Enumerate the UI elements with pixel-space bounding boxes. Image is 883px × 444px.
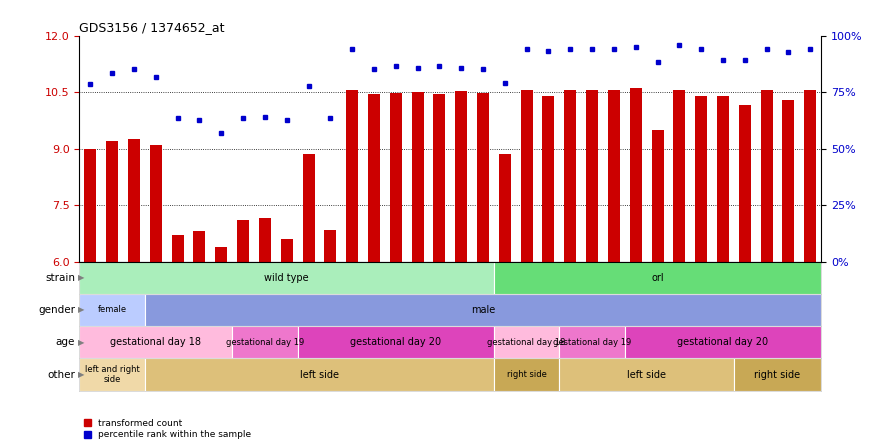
Bar (389, 93, 402, 262)
Text: right side: right side (754, 369, 801, 380)
Text: gestational day 19: gestational day 19 (226, 338, 304, 347)
Bar (456, 91, 467, 262)
Bar (734, 358, 821, 391)
Bar (494, 262, 821, 294)
Legend: transformed count, percentile rank within the sample: transformed count, percentile rank withi… (84, 419, 252, 440)
Bar (237, 220, 249, 262)
Text: gestational day 18: gestational day 18 (487, 338, 566, 347)
Bar (106, 141, 118, 262)
Text: GDS3156 / 1374652_at: GDS3156 / 1374652_at (79, 21, 225, 34)
Bar (560, 358, 734, 391)
Bar (652, 130, 664, 262)
Bar (303, 154, 314, 262)
Bar (782, 99, 795, 262)
Bar (171, 235, 184, 262)
Bar (630, 88, 642, 262)
Bar (494, 326, 560, 358)
Text: wild type: wild type (264, 273, 309, 283)
Bar (521, 90, 532, 262)
Bar (499, 154, 511, 262)
Text: gestational day 19: gestational day 19 (553, 338, 631, 347)
Text: ▶: ▶ (78, 338, 84, 347)
Bar (625, 326, 821, 358)
Text: gestational day 18: gestational day 18 (110, 337, 201, 347)
Bar (79, 262, 494, 294)
Text: ▶: ▶ (78, 370, 84, 379)
Bar (739, 105, 751, 262)
Bar (145, 358, 494, 391)
Bar (804, 90, 816, 262)
Bar (434, 94, 445, 262)
Bar (281, 239, 293, 262)
Text: strain: strain (45, 273, 75, 283)
Text: gestational day 20: gestational day 20 (677, 337, 768, 347)
Text: ▶: ▶ (78, 273, 84, 282)
Bar (560, 326, 625, 358)
Bar (760, 90, 773, 262)
Text: left side: left side (300, 369, 339, 380)
Bar (324, 230, 336, 262)
Bar (215, 247, 227, 262)
Bar (79, 326, 232, 358)
Text: age: age (56, 337, 75, 347)
Text: gestational day 20: gestational day 20 (351, 337, 442, 347)
Bar (542, 96, 555, 262)
Text: gender: gender (38, 305, 75, 315)
Text: male: male (471, 305, 495, 315)
Bar (586, 90, 598, 262)
Bar (564, 90, 577, 262)
Bar (477, 93, 489, 262)
Bar (128, 139, 140, 262)
Text: ▶: ▶ (78, 305, 84, 314)
Bar (298, 326, 494, 358)
Bar (368, 94, 380, 262)
Text: orl: orl (652, 273, 664, 283)
Text: left and right
side: left and right side (85, 365, 140, 384)
Bar (695, 96, 707, 262)
Bar (232, 326, 298, 358)
Text: other: other (47, 369, 75, 380)
Text: right side: right side (507, 370, 547, 379)
Bar (150, 145, 162, 262)
Bar (346, 90, 358, 262)
Text: female: female (98, 305, 127, 314)
Bar (79, 358, 145, 391)
Bar (494, 358, 560, 391)
Bar (411, 92, 424, 262)
Text: left side: left side (627, 369, 666, 380)
Bar (259, 218, 271, 262)
Bar (79, 294, 145, 326)
Bar (717, 96, 729, 262)
Bar (85, 149, 96, 262)
Bar (193, 231, 206, 262)
Bar (608, 90, 620, 262)
Bar (674, 90, 685, 262)
